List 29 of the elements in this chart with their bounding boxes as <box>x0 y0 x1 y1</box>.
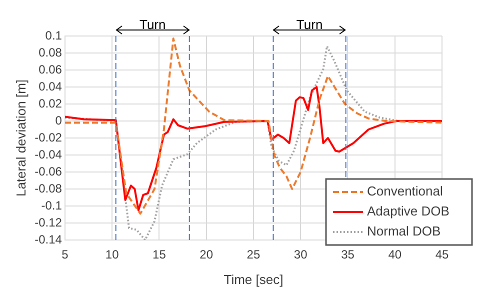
legend-label: Adaptive DOB <box>367 204 450 219</box>
x-tick-label: 25 <box>246 248 260 262</box>
x-tick-label: 35 <box>341 248 355 262</box>
legend-label: Conventional <box>367 184 443 199</box>
y-tick-label: 0.08 <box>38 45 62 60</box>
y-tick-label: -0.14 <box>34 232 62 246</box>
x-tick-label: 45 <box>435 248 449 262</box>
y-tick-label: 0 <box>55 113 62 128</box>
x-axis-title: Time [sec] <box>224 272 284 287</box>
y-tick-label: 0.02 <box>38 96 62 110</box>
y-tick-label: -0.06 <box>34 164 62 178</box>
x-tick-label: 40 <box>388 248 402 262</box>
y-tick-label: -0.04 <box>34 147 62 162</box>
x-tick-label: 30 <box>294 248 308 262</box>
text: Turn <box>139 17 166 32</box>
y-tick-label: 0.06 <box>38 62 62 76</box>
y-tick-label: 0.04 <box>38 79 62 94</box>
x-tick-label: 5 <box>62 248 69 262</box>
text: Turn <box>296 17 323 32</box>
y-tick-label: -0.08 <box>34 181 62 196</box>
x-tick-label: 10 <box>105 248 120 262</box>
y-tick-label: -0.12 <box>34 215 62 230</box>
y-axis-title: Lateral deviation [m] <box>13 79 28 197</box>
x-tick-label: 20 <box>200 248 214 262</box>
y-tick-label: -0.1 <box>41 198 62 212</box>
x-tick-label: 15 <box>152 248 166 262</box>
y-tick-label: -0.02 <box>34 130 62 144</box>
y-tick-label: 0.1 <box>45 28 62 42</box>
legend-label: Normal DOB <box>367 224 441 239</box>
